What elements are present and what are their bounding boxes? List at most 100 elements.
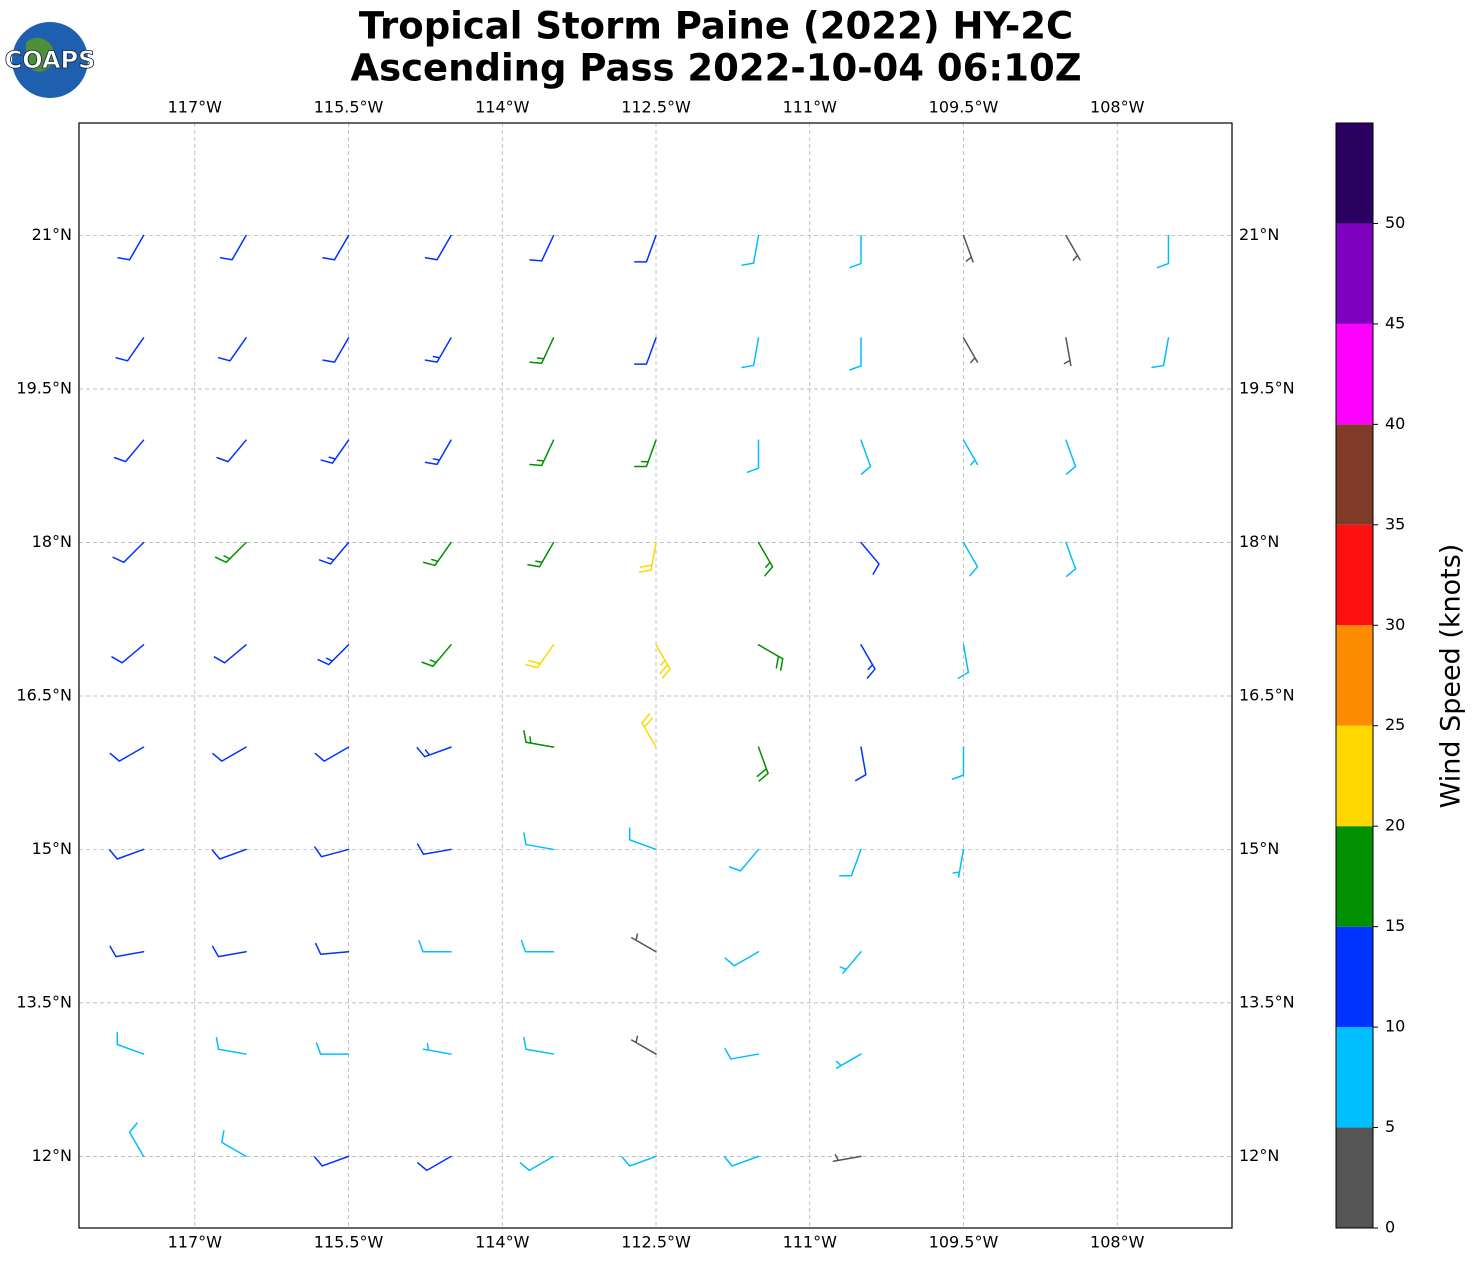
wind-barb (1065, 234, 1081, 261)
colorbar-frame (1335, 122, 1374, 1229)
wind-barb (641, 713, 657, 748)
wind-barb (421, 644, 452, 668)
wind-barb (314, 746, 350, 762)
y-tick-label: 21°N (1239, 225, 1279, 244)
wind-barb (320, 439, 350, 464)
wind-barb (112, 541, 145, 564)
wind-barb (633, 234, 657, 263)
y-tick-label: 19.5°N (16, 379, 72, 398)
x-tick-label: 109.5°W (929, 98, 999, 117)
plot-frame (78, 122, 1233, 1229)
wind-barb (215, 1036, 247, 1055)
x-tick-label: 108°W (1090, 98, 1145, 117)
wind-barb (117, 234, 145, 261)
x-tick-label: 117°W (168, 98, 223, 117)
y-tick-label: 18°N (1239, 532, 1279, 551)
x-tick-label: 114°W (475, 1233, 530, 1252)
y-tick-label: 13.5°N (1239, 992, 1295, 1011)
colorbar-tick-label: 30 (1385, 615, 1405, 634)
wind-barb (213, 644, 247, 664)
wind-barb (655, 644, 671, 679)
wind-barb (108, 848, 145, 860)
colorbar-segment (1336, 223, 1373, 324)
x-tick-label: 111°W (783, 98, 838, 117)
wind-barb (529, 439, 555, 467)
wind-barb (422, 1043, 452, 1055)
wind-barb (835, 1053, 862, 1069)
y-tick-label: 16.5°N (16, 685, 72, 704)
wind-barb (1156, 234, 1170, 269)
wind-barb (317, 644, 350, 666)
x-tick-label: 114°W (475, 98, 530, 117)
colorbar-segment (1336, 1027, 1373, 1128)
colorbar-tick-label: 25 (1385, 715, 1405, 734)
x-tick-label: 115.5°W (314, 1233, 384, 1252)
wind-barb (314, 846, 350, 858)
chart-title: Ascending Pass 2022-10-04 06:10Z (350, 47, 1081, 90)
wind-barb (849, 337, 862, 371)
wind-barb (527, 541, 555, 568)
wind-barb (322, 337, 350, 363)
wind-barb (757, 644, 784, 672)
wind-barb (313, 1155, 350, 1167)
x-tick-label: 112.5°W (621, 1233, 691, 1252)
wind-barb (315, 1042, 350, 1055)
wind-barb (860, 644, 876, 679)
wind-barb (523, 832, 555, 851)
colorbar-tick-label: 45 (1385, 313, 1405, 332)
wind-barb (217, 337, 247, 362)
grid (79, 123, 1232, 1228)
wind-barb (621, 1155, 657, 1167)
wind-barb (849, 234, 862, 269)
wind-barb (212, 746, 247, 762)
barbs (108, 234, 1170, 1172)
colorbar-tick-label: 40 (1385, 414, 1405, 433)
wind-barb (216, 439, 247, 463)
wind-barb (628, 827, 657, 851)
wind-barb (633, 337, 657, 365)
colorbar-tick-label: 10 (1385, 1017, 1405, 1036)
wind-barb (741, 234, 760, 266)
wind-barb (724, 1048, 760, 1060)
wind-barb (318, 541, 350, 565)
y-tick-label: 13.5°N (16, 992, 72, 1011)
wind-barb (860, 541, 880, 575)
wind-barb (838, 848, 862, 877)
colorbar-segment (1336, 524, 1373, 626)
x-tick-label: 112.5°W (621, 98, 691, 117)
colorbar-segment (1336, 123, 1373, 224)
wind-barb (962, 439, 979, 466)
logo: COAPS (4, 22, 96, 98)
y-tick-label: 12°N (1239, 1146, 1279, 1165)
wind-barb (214, 541, 247, 564)
colorbar-segment (1336, 625, 1373, 726)
wind-barb (1151, 337, 1170, 369)
wind-barb (416, 746, 452, 758)
wind-barb (952, 848, 965, 878)
wind-barb (113, 439, 145, 463)
wind-barb (631, 933, 657, 953)
x-tick-label: 111°W (783, 1233, 838, 1252)
wind-barb (416, 843, 452, 856)
colorbar-label: Wind Speed (knots) (1436, 544, 1467, 809)
wind-barb (418, 940, 452, 953)
y-tick-label: 18°N (32, 532, 72, 551)
wind-barb (728, 848, 760, 872)
logo-land (26, 37, 54, 72)
wind-barb (633, 439, 657, 468)
colorbar-tick-label: 20 (1385, 816, 1405, 835)
colorbar-segment (1336, 424, 1373, 525)
wind-barb (854, 746, 867, 782)
wind-barb (756, 746, 769, 782)
wind-barb (529, 234, 555, 262)
wind-barb (424, 234, 452, 261)
wind-barb (1065, 541, 1077, 578)
wind-barb (757, 541, 774, 577)
x-tick-label: 109.5°W (929, 1233, 999, 1252)
wind-barb (962, 541, 979, 577)
wind-barb (962, 234, 974, 263)
colorbar-tick-label: 15 (1385, 916, 1405, 935)
colorbar-tick-label: 0 (1385, 1218, 1395, 1237)
wind-barb (314, 942, 350, 955)
colorbar-tick-label: 50 (1385, 213, 1405, 232)
